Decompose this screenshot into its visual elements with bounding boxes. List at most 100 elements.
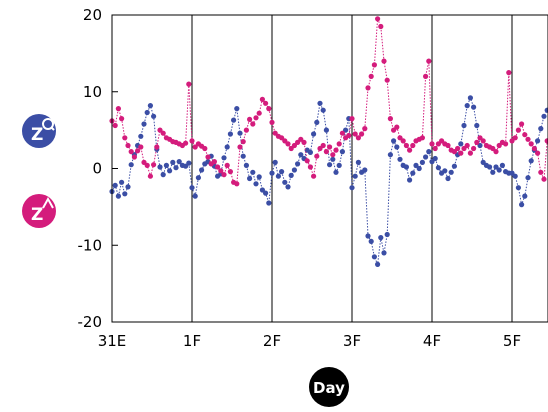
data-point (231, 117, 237, 123)
data-point (387, 152, 393, 158)
data-point (186, 160, 192, 166)
data-point (368, 238, 374, 244)
data-point (131, 154, 137, 160)
data-point (407, 147, 413, 153)
data-point (448, 169, 454, 175)
data-point (381, 250, 387, 256)
data-point (259, 96, 265, 102)
data-point (359, 131, 365, 137)
data-point (371, 254, 377, 260)
data-point (525, 136, 531, 142)
data-point (272, 130, 278, 136)
data-point (541, 113, 547, 119)
data-point (544, 138, 548, 144)
data-point (320, 142, 326, 149)
data-point (451, 163, 457, 169)
data-point (487, 164, 493, 170)
data-point (346, 132, 352, 139)
data-point (387, 116, 393, 122)
data-point (355, 135, 361, 141)
x-tick-label: 1F (183, 332, 201, 350)
data-point (336, 162, 342, 168)
data-point (349, 116, 355, 122)
data-point (211, 159, 217, 165)
data-point (512, 173, 518, 179)
data-point (327, 162, 333, 168)
data-point (458, 150, 464, 156)
data-point (455, 145, 461, 152)
data-point (237, 130, 243, 136)
data-point (285, 141, 291, 147)
data-point (333, 147, 339, 153)
data-point (339, 149, 345, 155)
data-point (352, 173, 358, 179)
data-point (506, 70, 512, 76)
data-point (183, 163, 189, 169)
data-point (375, 261, 381, 267)
data-point (163, 162, 169, 168)
data-point (429, 141, 435, 147)
data-point (115, 193, 121, 199)
data-point (474, 122, 480, 129)
data-point (378, 235, 384, 241)
data-point (464, 142, 470, 149)
data-point (298, 136, 304, 142)
data-point (461, 122, 467, 129)
data-point (432, 145, 438, 152)
data-point (266, 200, 272, 206)
data-point (496, 142, 502, 149)
data-point (227, 131, 233, 137)
data-point (275, 173, 281, 179)
data-point (125, 142, 131, 149)
data-point (151, 113, 157, 119)
data-point (256, 174, 262, 180)
data-point (519, 121, 525, 127)
data-point (467, 95, 473, 101)
data-point (525, 175, 531, 181)
data-point (243, 162, 249, 168)
data-point (445, 142, 451, 149)
data-point (432, 155, 438, 162)
legend-zq-badge: Z (22, 114, 56, 148)
data-point (410, 170, 416, 176)
data-point (250, 169, 256, 175)
data-point (535, 150, 541, 156)
data-point (141, 121, 147, 127)
data-point (243, 127, 249, 133)
data-point (221, 172, 227, 178)
y-tick-label: 20 (83, 6, 102, 24)
data-point (115, 106, 121, 112)
data-point (189, 138, 195, 144)
zl-lambda-icon (42, 196, 54, 209)
data-point (154, 144, 160, 150)
data-point (471, 104, 477, 110)
data-point (234, 106, 240, 112)
data-point (477, 135, 483, 141)
data-point (538, 126, 544, 132)
xaxis-label-badge: Day (309, 367, 349, 407)
data-point (167, 168, 173, 174)
series-zl (109, 16, 548, 187)
data-point (541, 176, 547, 182)
data-point (247, 116, 253, 122)
data-point (253, 181, 259, 187)
zq-q-icon (42, 118, 54, 130)
data-point (365, 85, 371, 91)
y-tick-label: -20 (78, 313, 103, 331)
data-point (330, 152, 336, 158)
data-point (176, 159, 182, 165)
data-point (375, 16, 381, 22)
data-point (528, 158, 534, 164)
data-point (227, 169, 233, 175)
data-point (471, 145, 477, 152)
data-point (189, 185, 195, 191)
data-point (221, 155, 227, 161)
data-point (509, 138, 515, 144)
data-point (285, 184, 291, 190)
data-point (330, 156, 336, 162)
data-point (247, 175, 253, 182)
data-point (378, 23, 384, 30)
data-point (368, 73, 374, 79)
data-point (144, 162, 150, 168)
